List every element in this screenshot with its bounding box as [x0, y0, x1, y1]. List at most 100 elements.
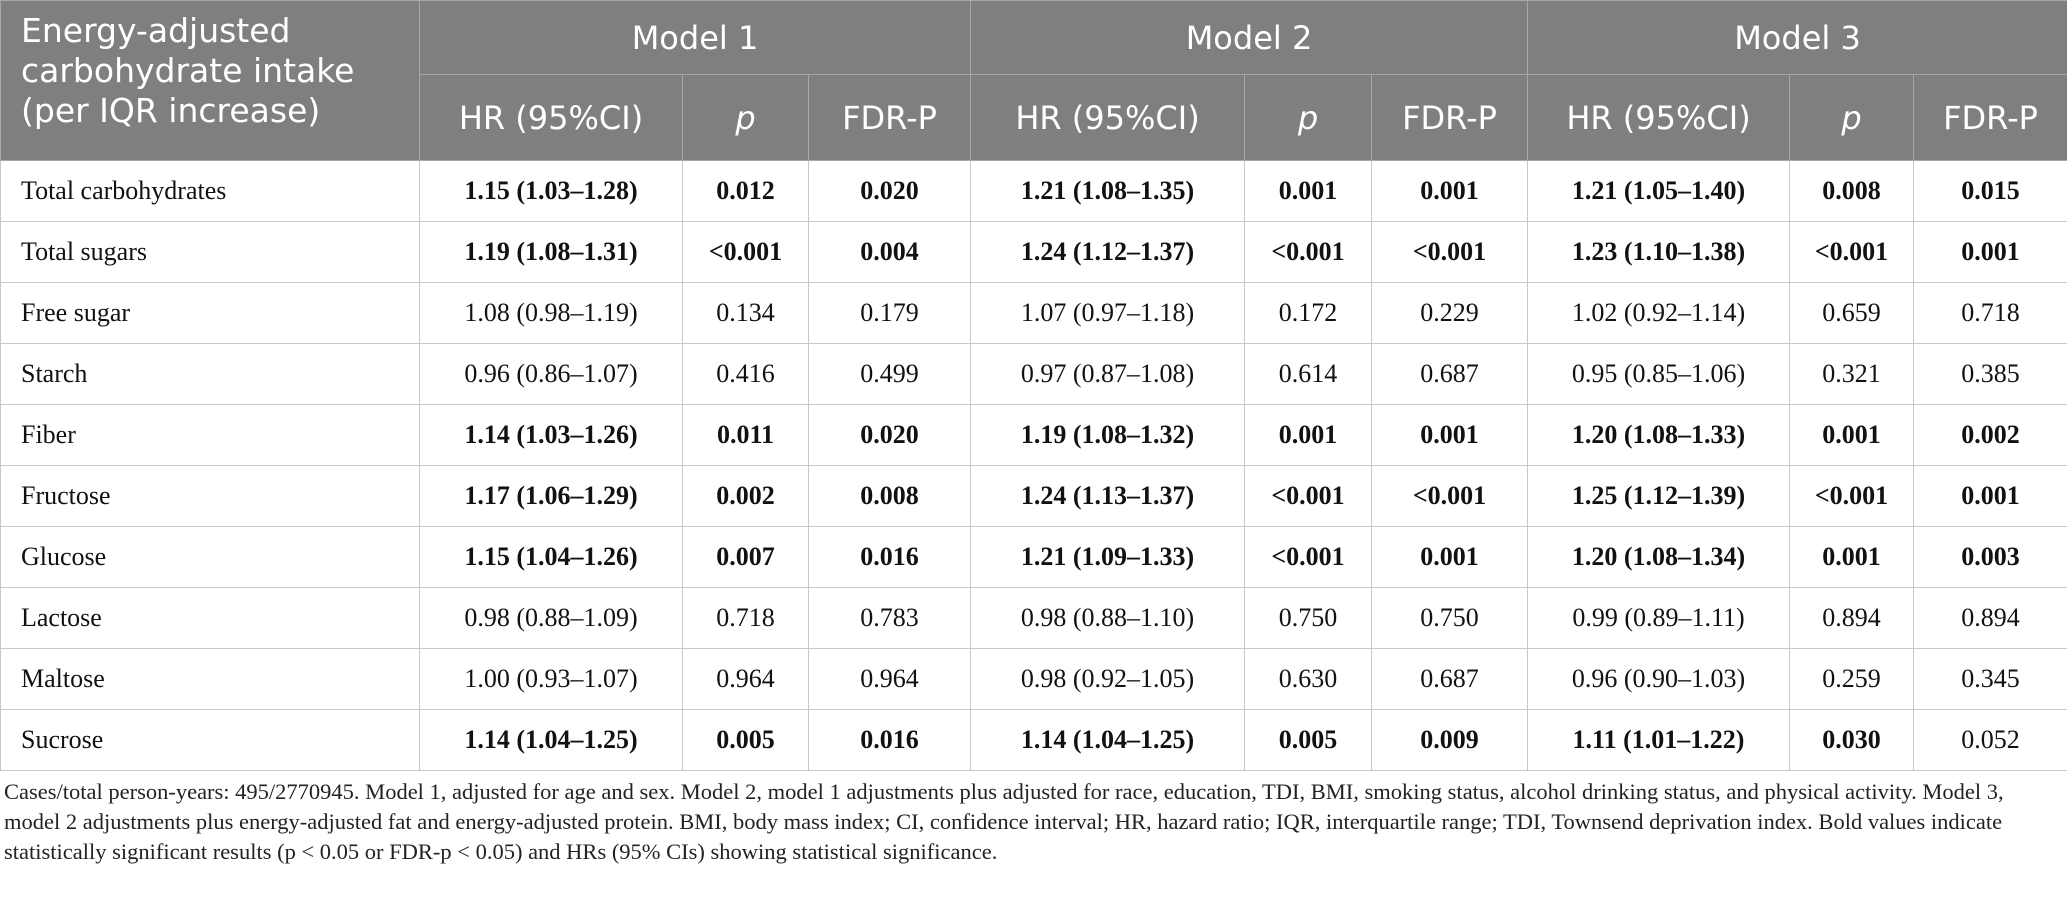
- table-cell: 0.015: [1913, 160, 2067, 222]
- table-cell: 0.020: [808, 160, 971, 222]
- table-cell: 0.007: [682, 526, 809, 588]
- table-cell: 0.229: [1371, 282, 1528, 344]
- table-cell: 0.001: [1244, 160, 1372, 222]
- table-cell: <0.001: [1371, 465, 1528, 527]
- table-cell: 0.001: [1789, 526, 1914, 588]
- table-cell: 1.14 (1.04–1.25): [970, 709, 1245, 771]
- table-cell: 0.016: [808, 709, 971, 771]
- table-cell: 1.14 (1.03–1.26): [419, 404, 683, 466]
- row-label: Fiber: [0, 404, 420, 466]
- column-header: FDR-P: [1913, 74, 2067, 161]
- column-header: HR (95%CI): [419, 74, 683, 161]
- table-cell: 1.17 (1.06–1.29): [419, 465, 683, 527]
- table-cell: 1.02 (0.92–1.14): [1527, 282, 1790, 344]
- table-cell: 0.011: [682, 404, 809, 466]
- table-cell: 1.11 (1.01–1.22): [1527, 709, 1790, 771]
- table-cell: <0.001: [1789, 465, 1914, 527]
- table-cell: 0.964: [682, 648, 809, 710]
- table-cell: 0.614: [1244, 343, 1372, 405]
- column-header: p: [1789, 74, 1914, 161]
- row-label: Sucrose: [0, 709, 420, 771]
- table-cell: <0.001: [1244, 465, 1372, 527]
- table-cell: 0.99 (0.89–1.11): [1527, 587, 1790, 649]
- table-cell: 0.659: [1789, 282, 1914, 344]
- table-cell: 0.750: [1244, 587, 1372, 649]
- table-cell: 0.004: [808, 221, 971, 283]
- table-cell: 0.001: [1913, 221, 2067, 283]
- table-cell: 1.15 (1.03–1.28): [419, 160, 683, 222]
- column-header: HR (95%CI): [1527, 74, 1790, 161]
- table-cell: 0.630: [1244, 648, 1372, 710]
- table-cell: 0.001: [1913, 465, 2067, 527]
- table-cell: 0.134: [682, 282, 809, 344]
- column-header: p: [1244, 74, 1372, 161]
- row-label: Fructose: [0, 465, 420, 527]
- table-cell: 0.96 (0.90–1.03): [1527, 648, 1790, 710]
- table-cell: 0.98 (0.92–1.05): [970, 648, 1245, 710]
- table-row: Free sugar 1.08 (0.98–1.19) 0.134 0.179 1.07…: [0, 282, 2067, 344]
- table-cell: 0.321: [1789, 343, 1914, 405]
- table-cell: 0.718: [1913, 282, 2067, 344]
- table-cell: 1.15 (1.04–1.26): [419, 526, 683, 588]
- table-cell: 0.009: [1371, 709, 1528, 771]
- table-cell: 1.14 (1.04–1.25): [419, 709, 683, 771]
- table-cell: 0.001: [1371, 526, 1528, 588]
- table-cell: 0.172: [1244, 282, 1372, 344]
- table-row: Starch 0.96 (0.86–1.07) 0.416 0.499 0.97 (0.…: [0, 343, 2067, 405]
- row-label: Lactose: [0, 587, 420, 649]
- table-row: Fiber 1.14 (1.03–1.26) 0.011 0.020 1.19 (1.0…: [0, 404, 2067, 466]
- table-cell: 0.001: [1371, 160, 1528, 222]
- row-label: Starch: [0, 343, 420, 405]
- table-cell: <0.001: [1371, 221, 1528, 283]
- table-cell: 0.95 (0.85–1.06): [1527, 343, 1790, 405]
- table-cell: 0.012: [682, 160, 809, 222]
- table-cell: 0.783: [808, 587, 971, 649]
- table-cell: 0.002: [682, 465, 809, 527]
- table-cell: 0.416: [682, 343, 809, 405]
- table-cell: <0.001: [1244, 526, 1372, 588]
- table-cell: 1.07 (0.97–1.18): [970, 282, 1245, 344]
- table-cell: 0.259: [1789, 648, 1914, 710]
- model-header: Model 3: [1527, 0, 2067, 75]
- table-cell: 1.19 (1.08–1.32): [970, 404, 1245, 466]
- row-label: Total sugars: [0, 221, 420, 283]
- table-cell: 0.894: [1913, 587, 2067, 649]
- table-cell: 0.385: [1913, 343, 2067, 405]
- table-row: Total carbohydrates 1.15 (1.03–1.28) 0.012…: [0, 160, 2067, 222]
- table-header: Energy-adjusted carbohydrate intake (per…: [0, 0, 2067, 161]
- table-row: Maltose 1.00 (0.93–1.07) 0.964 0.964 0.98 (0…: [0, 648, 2067, 710]
- table-cell: 0.001: [1789, 404, 1914, 466]
- row-label: Free sugar: [0, 282, 420, 344]
- table-cell: 0.030: [1789, 709, 1914, 771]
- table-cell: 0.001: [1371, 404, 1528, 466]
- table-cell: 0.179: [808, 282, 971, 344]
- table-cell: 1.21 (1.05–1.40): [1527, 160, 1790, 222]
- table-cell: 0.016: [808, 526, 971, 588]
- table-cell: 1.20 (1.08–1.34): [1527, 526, 1790, 588]
- table-cell: 0.003: [1913, 526, 2067, 588]
- column-header: FDR-P: [1371, 74, 1528, 161]
- table-cell: 0.345: [1913, 648, 2067, 710]
- table-cell: 1.21 (1.09–1.33): [970, 526, 1245, 588]
- row-label: Maltose: [0, 648, 420, 710]
- table-cell: 0.499: [808, 343, 971, 405]
- table-cell: 0.001: [1244, 404, 1372, 466]
- table-cell: 1.19 (1.08–1.31): [419, 221, 683, 283]
- table-cell: 0.98 (0.88–1.09): [419, 587, 683, 649]
- table-cell: 0.718: [682, 587, 809, 649]
- table-row: Sucrose 1.14 (1.04–1.25) 0.005 0.016 1.14 (1…: [0, 709, 2067, 771]
- table-cell: 0.97 (0.87–1.08): [970, 343, 1245, 405]
- table-cell: 1.08 (0.98–1.19): [419, 282, 683, 344]
- table-cell: 0.020: [808, 404, 971, 466]
- table-body: Total carbohydrates 1.15 (1.03–1.28) 0.012…: [0, 160, 2067, 771]
- table-cell: 0.964: [808, 648, 971, 710]
- table-row: Total sugars 1.19 (1.08–1.31) <0.001 0.004 1…: [0, 221, 2067, 283]
- table-row: Lactose 0.98 (0.88–1.09) 0.718 0.783 0.98 (0…: [0, 587, 2067, 649]
- table-cell: 0.008: [1789, 160, 1914, 222]
- table-row: Glucose 1.15 (1.04–1.26) 0.007 0.016 1.21 (1…: [0, 526, 2067, 588]
- table-cell: 0.005: [682, 709, 809, 771]
- table-cell: 1.25 (1.12–1.39): [1527, 465, 1790, 527]
- table-cell: <0.001: [1789, 221, 1914, 283]
- table-cell: 0.002: [1913, 404, 2067, 466]
